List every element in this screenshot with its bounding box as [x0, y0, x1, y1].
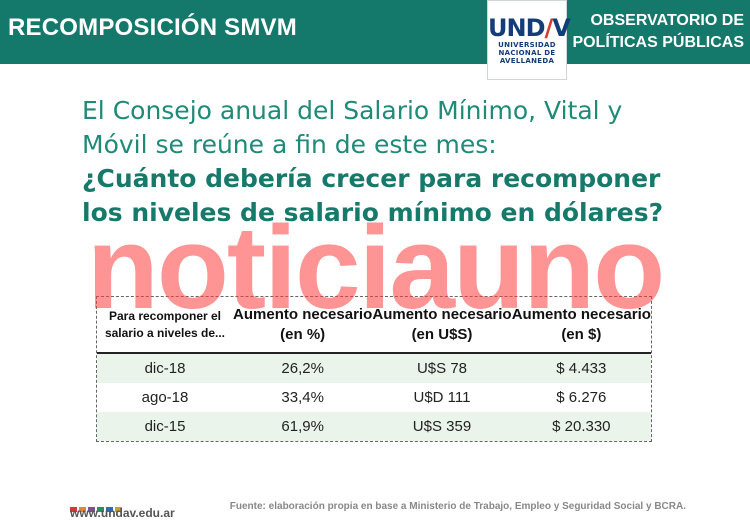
observatorio-line2: POLÍTICAS PÚBLICAS [572, 34, 744, 51]
intro-line1: El Consejo anual del Salario Mínimo, Vit… [82, 96, 623, 125]
cell-period: dic-15 [144, 418, 186, 435]
header-bar: RECOMPOSICIÓN SMVM UND/V UNIVERSIDAD NAC… [0, 0, 750, 80]
color-square [70, 507, 77, 512]
cell-percent: 26,2% [281, 360, 324, 377]
header-usd: Aumento necesario (en U$S) [372, 305, 512, 343]
table-header-row: Para recomponer el salario a niveles de.… [97, 297, 651, 353]
question-line2: los niveles de salario mínimo en dólares… [82, 198, 664, 227]
footer-color-squares [70, 497, 124, 516]
cell-usd: U$S 359 [412, 418, 472, 435]
logo-mark: UND/V [488, 14, 571, 42]
logo-line3: AVELLANEDA [499, 57, 555, 65]
logo-line2: NACIONAL DE [498, 49, 556, 57]
header-pesos: Aumento necesario (en $) [511, 305, 651, 343]
color-square [97, 507, 104, 512]
table-row: ago-18 33,4% U$D 111 $ 6.276 [97, 383, 651, 412]
data-table: Para recomponer el salario a niveles de.… [96, 296, 652, 442]
intro-line2: Móvil se reúne a fin de este mes: [82, 130, 497, 159]
cell-pesos: $ 6.276 [556, 389, 607, 406]
cell-pesos: $ 4.433 [556, 360, 607, 377]
website-link[interactable]: www.undav.edu.ar [70, 506, 175, 520]
color-square [115, 507, 122, 512]
color-square [88, 507, 95, 512]
header-percent: Aumento necesario (en %) [233, 305, 373, 343]
observatorio-label: OBSERVATORIO DE POLÍTICAS PÚBLICAS [572, 10, 744, 54]
color-square [106, 507, 113, 512]
undav-logo: UND/V UNIVERSIDAD NACIONAL DE AVELLANEDA [487, 0, 571, 80]
cell-percent: 61,9% [281, 418, 324, 435]
question-line1: ¿Cuánto debería crecer para recomponer [82, 164, 661, 193]
cell-pesos: $ 20.330 [552, 418, 611, 435]
table-row: dic-18 26,2% U$S 78 $ 4.433 [97, 353, 651, 383]
cell-usd: U$S 78 [416, 360, 468, 377]
cell-percent: 33,4% [281, 389, 324, 406]
page-title: RECOMPOSICIÓN SMVM [8, 14, 297, 41]
table-row: dic-15 61,9% U$S 359 $ 20.330 [97, 412, 651, 441]
intro-text: El Consejo anual del Salario Mínimo, Vit… [82, 94, 732, 230]
cell-usd: U$D 111 [413, 389, 471, 406]
cell-period: dic-18 [144, 360, 186, 377]
logo-line1: UNIVERSIDAD [498, 41, 556, 49]
cell-period: ago-18 [141, 389, 189, 406]
source-note: Fuente: elaboración propia en base a Min… [229, 501, 686, 512]
observatorio-line1: OBSERVATORIO DE [590, 12, 744, 29]
color-square [79, 507, 86, 512]
header-period: Para recomponer el salario a niveles de.… [104, 308, 226, 340]
